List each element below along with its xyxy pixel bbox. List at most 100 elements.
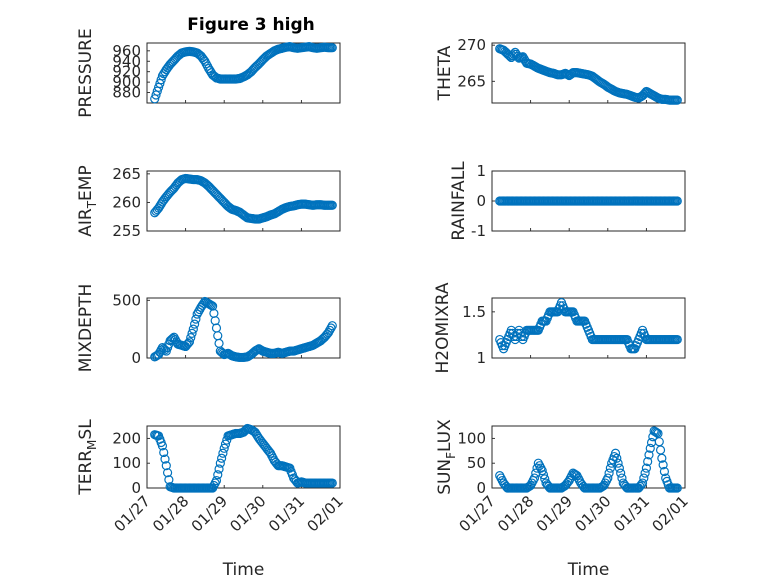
y-tick-label: 1.5 <box>462 303 486 321</box>
y-axis-label-h2omixra: H2OMIXRA <box>433 282 453 373</box>
data-point <box>169 332 179 342</box>
data-point <box>672 483 682 493</box>
data-point-interp <box>193 307 204 317</box>
data-point <box>610 448 621 458</box>
data-point <box>188 324 198 334</box>
data-point <box>184 337 195 347</box>
x-tick-label: 01/30 <box>226 492 269 535</box>
data-point <box>529 473 540 483</box>
panel-air_temp: 255 260 265 AIRTEMP <box>76 165 341 240</box>
y-tick-label: 255 <box>112 222 141 240</box>
data-point-interp <box>214 464 224 474</box>
x-tick-label: 01/28 <box>149 492 192 535</box>
y-tick-label: 940 <box>112 52 141 70</box>
axes-border <box>146 170 341 232</box>
data-point <box>645 443 655 453</box>
data-point-interp <box>218 448 228 458</box>
y-label-main: RAINFALL <box>449 161 469 241</box>
x-tick-label: 01/31 <box>610 492 653 535</box>
y-tick-label: -1 <box>471 222 486 240</box>
data-point <box>157 441 168 451</box>
figure-title: Figure 3 high <box>187 15 315 35</box>
axes-border <box>146 42 341 104</box>
data-point-interp <box>166 334 177 345</box>
data-point <box>327 43 337 53</box>
y-tick-label: 880 <box>112 84 141 102</box>
y-label-main: SUN <box>435 459 455 495</box>
y-label-subscript: F <box>444 452 458 459</box>
y-tick-label: 1 <box>476 162 486 180</box>
data-point-interp <box>652 428 662 438</box>
data-point <box>537 466 547 476</box>
data-point <box>215 458 225 468</box>
data-point-interp <box>650 427 661 437</box>
y-label-main: THETA <box>435 45 455 101</box>
data-point-interp <box>186 333 196 343</box>
data-point <box>637 478 648 488</box>
data-point-interp <box>325 325 335 335</box>
data-point <box>672 95 682 105</box>
data-point-interp <box>659 466 670 477</box>
data-point-interp <box>183 338 193 348</box>
y-label-subscript: T <box>85 200 99 209</box>
y-axis-label-air_temp: AIRTEMP <box>76 165 99 236</box>
y-tick-label: 0 <box>476 192 486 210</box>
data-point-interp <box>616 468 626 478</box>
y-axis-label-sun_flux: SUNFLUX <box>435 419 458 495</box>
data-point-interp <box>156 75 166 85</box>
y-label-main: AIR <box>76 208 96 237</box>
y-tick-label: 265 <box>457 72 486 90</box>
panel-mixdepth: 0 500 MIXDEPTH <box>76 284 341 373</box>
data-point-interp <box>220 439 231 449</box>
data-point-interp <box>639 473 649 483</box>
y-label-rest: LUX <box>435 419 455 452</box>
data-point-interp <box>159 344 169 354</box>
y-tick-label: 900 <box>112 73 141 91</box>
y-tick-label: 0 <box>476 479 486 497</box>
data-point <box>153 349 164 360</box>
y-label-main: TERR <box>76 450 96 496</box>
data-point-interp <box>643 456 653 467</box>
data-point-interp <box>160 454 170 464</box>
y-axis-label-theta: THETA <box>435 45 455 101</box>
data-point <box>672 196 682 206</box>
x-tick-label: 02/01 <box>649 492 692 535</box>
y-tick-label: 1 <box>476 349 486 367</box>
axes-border <box>491 297 686 359</box>
data-point-interp <box>326 323 336 333</box>
panel-rainfall: -1 0 1 RAINFALL <box>449 161 686 241</box>
panel-h2omixra: 1 1.5 H2OMIXRA <box>433 282 686 374</box>
data-point-interp <box>159 447 169 458</box>
x-axis-label: Time <box>567 560 610 580</box>
y-tick-label: 260 <box>112 193 141 211</box>
x-tick-label: 01/27 <box>111 492 154 535</box>
y-label-main: PRESSURE <box>76 28 96 117</box>
y-label-subscript: M <box>85 440 99 450</box>
data-point-interp <box>538 470 549 480</box>
x-tick-label: 01/28 <box>494 492 537 535</box>
y-tick-label: 920 <box>112 63 141 81</box>
y-tick-label: 100 <box>457 429 486 447</box>
data-point <box>327 321 337 331</box>
y-label-main: MIXDEPTH <box>76 284 96 373</box>
data-point <box>323 328 334 338</box>
data-point <box>672 334 682 345</box>
y-label-rest: EMP <box>76 165 96 201</box>
data-point-interp <box>217 453 227 463</box>
data-point <box>327 478 337 488</box>
x-axis-label: Time <box>222 560 265 580</box>
y-label-rest: SL <box>76 419 96 440</box>
data-point-interp <box>213 470 223 480</box>
data-point-interp <box>605 463 615 473</box>
y-tick-label: 200 <box>112 429 141 447</box>
data-point-interp <box>182 340 192 350</box>
y-axis-label-mixdepth: MIXDEPTH <box>76 284 96 373</box>
x-tick-label: 01/27 <box>456 492 499 535</box>
data-point <box>211 475 222 486</box>
y-tick-label: 0 <box>131 349 141 367</box>
data-point-interp <box>604 468 614 478</box>
